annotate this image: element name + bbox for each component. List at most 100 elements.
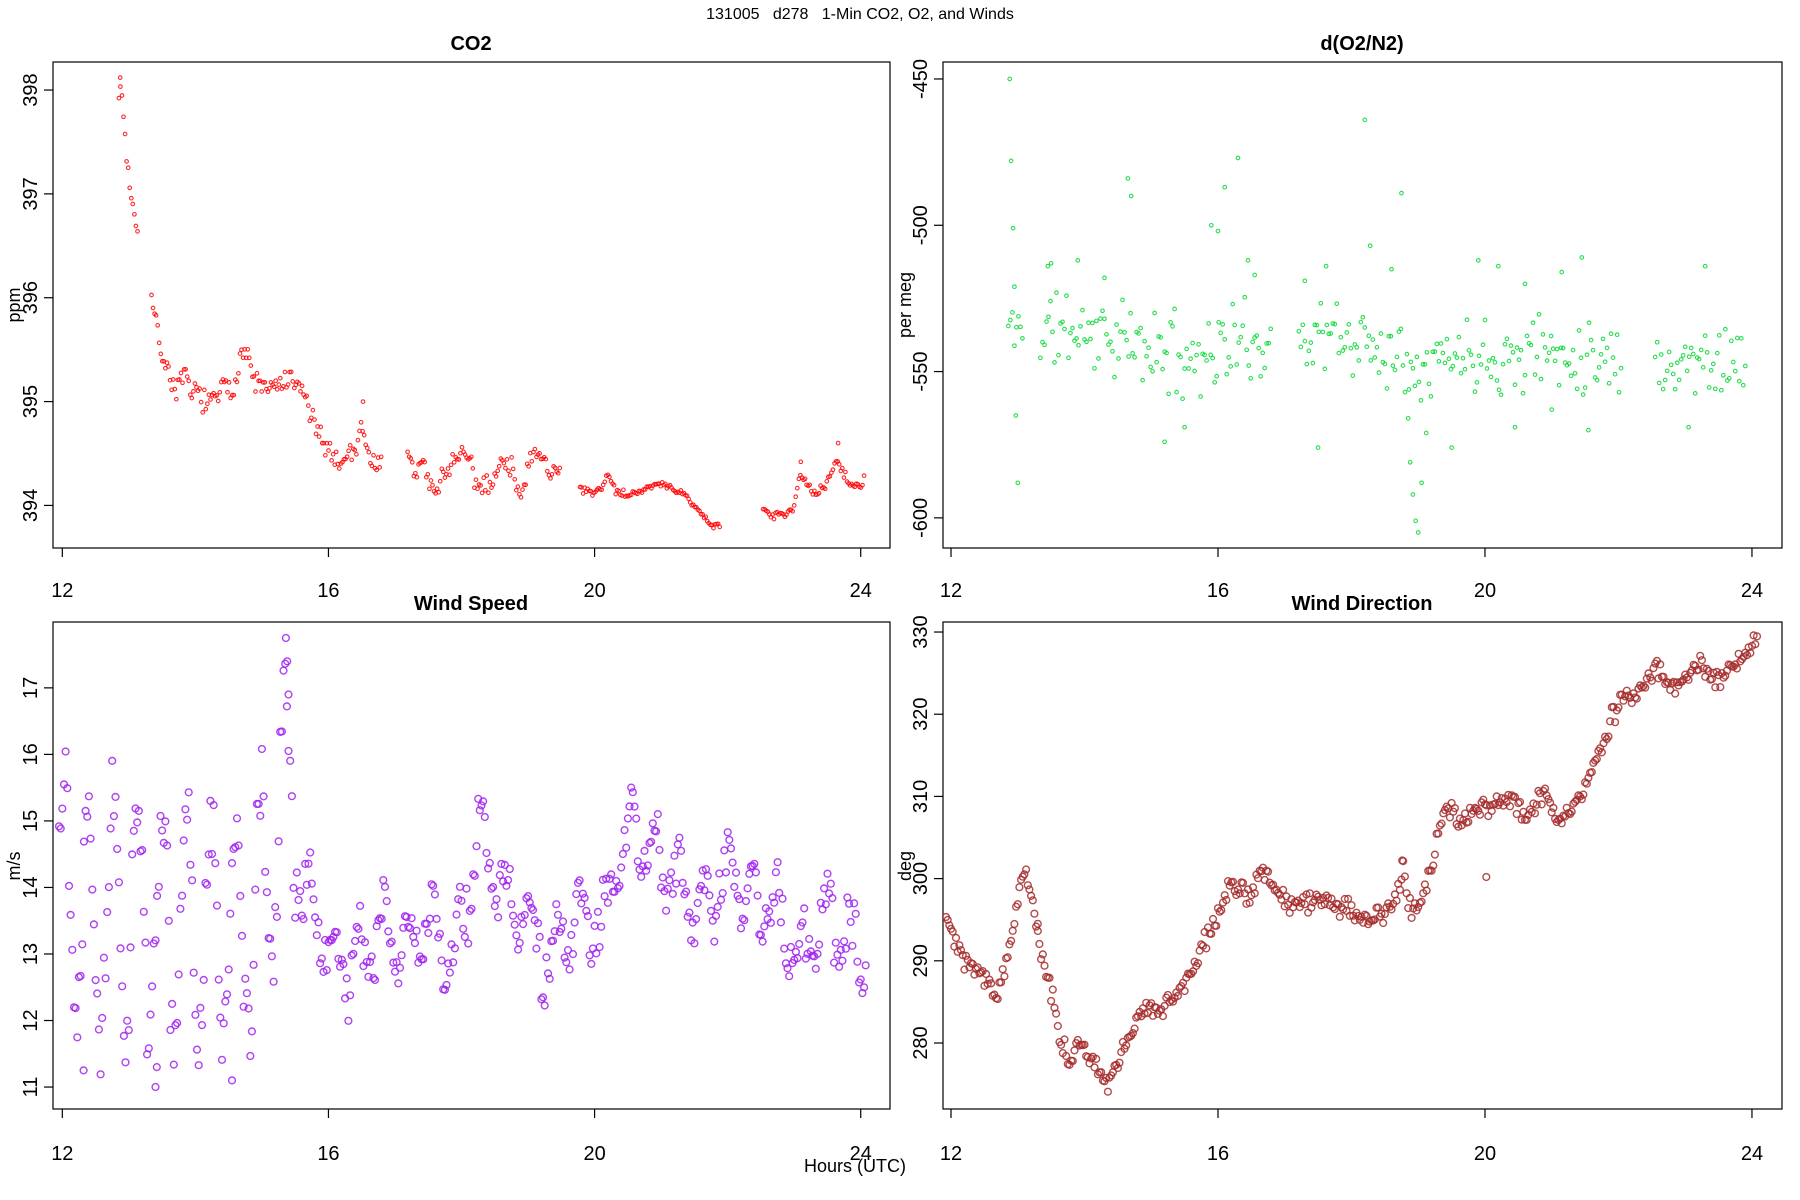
data-point — [1532, 372, 1538, 377]
data-point — [718, 888, 727, 898]
data-point — [822, 486, 828, 492]
o2-points — [1006, 76, 1748, 535]
data-point — [226, 380, 232, 385]
main-title: 131005 d278 1-Min CO2, O2, and Winds — [706, 6, 1014, 23]
data-point — [741, 896, 751, 906]
data-point — [1142, 338, 1147, 344]
data-point — [452, 910, 461, 919]
data-point — [1075, 258, 1081, 263]
data-point — [1498, 392, 1504, 398]
data-point — [1440, 350, 1446, 356]
data-point — [1426, 381, 1432, 387]
data-point — [1517, 815, 1526, 824]
data-point — [1310, 360, 1316, 366]
data-point — [194, 1061, 203, 1070]
data-point — [1588, 337, 1594, 343]
data-point — [651, 827, 661, 836]
data-point — [1502, 341, 1508, 347]
data-point — [1702, 664, 1712, 673]
data-point — [653, 809, 662, 819]
data-point — [322, 965, 331, 975]
data-point — [768, 893, 777, 902]
data-point — [1664, 368, 1670, 374]
data-point — [1495, 263, 1501, 269]
data-point — [567, 930, 576, 940]
data-point — [1550, 346, 1556, 352]
data-point — [590, 921, 599, 931]
data-point — [397, 951, 406, 960]
data-point — [585, 951, 594, 960]
data-point — [833, 950, 842, 959]
data-point — [1746, 648, 1755, 658]
data-point — [1086, 320, 1091, 326]
data-point — [1449, 445, 1454, 450]
data-point — [549, 471, 555, 477]
data-point — [56, 824, 65, 833]
data-point — [1616, 389, 1622, 395]
data-point — [1000, 972, 1009, 981]
data-point — [184, 374, 190, 379]
data-point — [173, 396, 179, 402]
data-point — [1097, 1068, 1106, 1077]
data-point — [1505, 802, 1515, 811]
y-tick-label: 398 — [20, 73, 42, 106]
data-point — [419, 955, 428, 964]
data-point — [390, 967, 400, 976]
data-point — [1038, 950, 1047, 959]
data-point — [1570, 347, 1576, 353]
data-point — [291, 913, 300, 922]
data-point — [1194, 352, 1199, 358]
data-point — [316, 959, 325, 968]
data-point — [191, 1010, 200, 1019]
data-point — [533, 919, 543, 928]
data-point — [1056, 352, 1061, 358]
y-tick-label: 16 — [20, 743, 42, 765]
data-point — [1516, 357, 1522, 363]
data-point — [839, 465, 845, 471]
data-point — [389, 958, 398, 967]
data-point — [1376, 370, 1382, 375]
data-point — [497, 859, 506, 869]
data-point — [520, 910, 529, 920]
data-point — [1734, 335, 1740, 341]
data-point — [1674, 360, 1680, 366]
data-point — [360, 428, 365, 434]
y-tick-label: -500 — [910, 205, 932, 245]
data-point — [125, 165, 131, 171]
data-point — [299, 383, 305, 389]
data-point — [575, 876, 584, 885]
data-point — [1228, 877, 1238, 886]
data-point — [1419, 480, 1424, 486]
data-point — [515, 484, 521, 489]
data-point — [1475, 258, 1481, 263]
data-point — [456, 457, 462, 462]
data-point — [1548, 333, 1554, 339]
data-point — [1085, 1059, 1094, 1068]
data-point — [1215, 907, 1224, 916]
data-point — [1404, 351, 1410, 357]
y-tick-label: 17 — [20, 677, 42, 699]
data-point — [633, 857, 642, 866]
data-point — [1594, 377, 1600, 383]
data-point — [1307, 903, 1316, 912]
data-point — [1132, 354, 1137, 360]
data-point — [111, 792, 120, 802]
data-point — [99, 953, 109, 962]
data-point — [222, 990, 232, 999]
data-point — [309, 895, 318, 904]
data-point — [344, 454, 350, 460]
data-point — [108, 756, 117, 766]
data-point — [1512, 382, 1518, 388]
x-tick-label: 12 — [940, 1143, 962, 1165]
data-point — [1050, 1003, 1059, 1013]
data-point — [1710, 361, 1716, 367]
data-point — [254, 799, 263, 809]
data-point — [290, 379, 296, 384]
data-point — [1080, 1040, 1089, 1049]
data-point — [318, 424, 324, 430]
data-point — [510, 466, 516, 472]
data-point — [1736, 378, 1742, 384]
data-point — [1367, 243, 1373, 249]
data-point — [246, 1051, 255, 1061]
